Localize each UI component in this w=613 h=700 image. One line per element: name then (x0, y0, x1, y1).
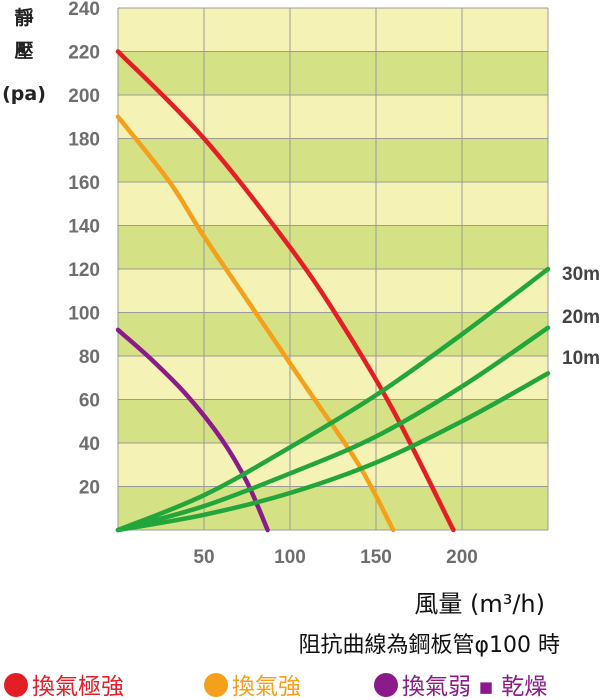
y-tick-label: 220 (68, 43, 100, 64)
background-band (118, 51, 548, 95)
background-band (118, 95, 548, 139)
y-tick-label: 200 (68, 86, 100, 107)
series-line-duct (115, 371, 551, 533)
series-line-duct (115, 266, 551, 533)
legend-label: 換氣弱 ▪ 乾燥 (402, 674, 547, 700)
duct-length-label: 10m (562, 348, 600, 369)
y-axis-label-line: 靜 (14, 6, 33, 29)
y-tick-label: 160 (68, 173, 100, 194)
background-band (118, 8, 548, 52)
legend-marker (204, 673, 228, 697)
legend-label: 換氣強 (232, 674, 301, 700)
series-line-fan (115, 49, 456, 533)
x-tick-label: 200 (446, 547, 478, 568)
y-tick-label: 80 (79, 347, 100, 368)
y-tick-label: 40 (79, 434, 100, 455)
y-axis-label-line: (pa) (2, 83, 46, 105)
duct-length-label: 30m (562, 264, 600, 285)
legend-label: 換氣極強 (32, 674, 124, 700)
x-tick-label: 50 (193, 547, 214, 568)
y-tick-label: 100 (68, 304, 100, 325)
series-lines (115, 49, 551, 533)
background-band (118, 138, 548, 182)
series-line-duct (115, 325, 551, 533)
plot-background (118, 8, 548, 530)
legend-marker (4, 673, 28, 697)
x-axis-ticks: 50 100 150 200 (193, 547, 477, 568)
legend: 換氣極強 換氣強 換氣弱 ▪ 乾燥 (4, 673, 547, 700)
y-axis-label-line: 壓 (14, 40, 33, 62)
y-axis-label: 靜壓 (pa) (2, 6, 46, 105)
x-tick-label: 100 (274, 547, 306, 568)
y-tick-label: 180 (68, 130, 100, 151)
y-axis-ticks: 20 40 60 80 100 120 140 160 180 200 220 240 (68, 0, 100, 499)
background-band (118, 269, 548, 313)
series-line-fan (115, 327, 270, 533)
y-tick-label: 120 (68, 260, 100, 281)
x-axis-label: 風量 (m³/h) (414, 590, 545, 618)
legend-marker (374, 673, 398, 697)
y-tick-label: 140 (68, 217, 100, 238)
x-tick-label: 150 (360, 547, 392, 568)
series-line-fan (115, 114, 396, 533)
background-band (118, 312, 548, 356)
y-tick-label: 240 (68, 0, 100, 20)
duct-length-labels: 30m 20m 10m (562, 264, 600, 369)
chart-note: 阻抗曲線為鋼板管φ100 時 (299, 633, 561, 658)
y-tick-label: 60 (79, 391, 100, 412)
duct-length-label: 20m (562, 307, 600, 328)
background-band (118, 486, 548, 530)
grid-lines (117, 7, 549, 531)
background-band (118, 182, 548, 226)
y-tick-label: 20 (79, 478, 100, 499)
background-band (118, 225, 548, 269)
